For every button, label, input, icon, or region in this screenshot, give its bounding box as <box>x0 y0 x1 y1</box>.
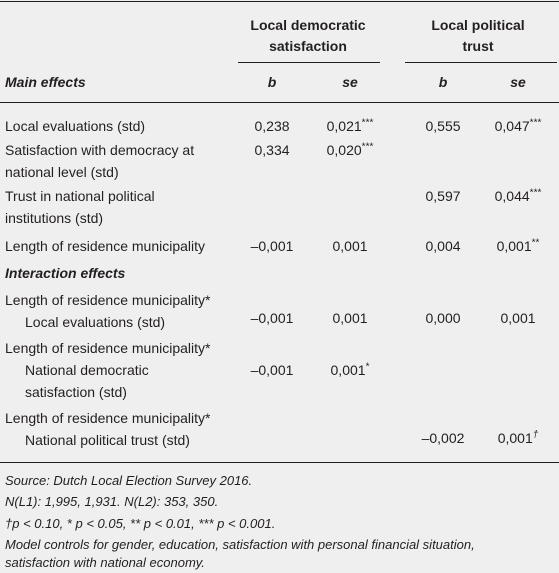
cell-value: –0,001 <box>250 310 294 326</box>
cell-value: 0,597 <box>425 188 461 204</box>
cell-value: 0,021 <box>326 118 362 134</box>
cell: 0,001 <box>500 308 535 328</box>
group-rule <box>405 62 557 63</box>
column-header: se <box>342 74 358 90</box>
group-header: satisfaction <box>269 38 347 54</box>
cell-value: 0,001 <box>330 362 366 378</box>
cell: 0,021*** <box>327 116 374 136</box>
section-heading: Main effects <box>5 74 86 90</box>
cell-value: 0,001 <box>332 310 368 326</box>
note: satisfaction with national economy. <box>5 555 205 570</box>
cell: 0,001† <box>498 428 539 448</box>
header-rule <box>0 102 559 103</box>
significance: * <box>365 361 370 373</box>
note: †p < 0.10, * p < 0.05, ** p < 0.01, *** … <box>5 516 276 531</box>
cell: 0,020*** <box>327 140 374 160</box>
row-label: Length of residence municipality <box>5 238 206 254</box>
cell: 0,000 <box>425 308 460 328</box>
cell-value: 0,238 <box>254 118 290 134</box>
row-label: Length of residence municipality* <box>5 292 211 308</box>
cell-value: 0,001 <box>332 238 368 254</box>
cell-value: 0,001 <box>500 310 536 326</box>
group-header: trust <box>462 38 494 54</box>
row-label: National democratic <box>25 362 149 378</box>
cell: 0,001** <box>497 236 540 256</box>
row-label: Local evaluations (std) <box>25 314 166 330</box>
row-label: national level (std) <box>5 164 119 180</box>
cell: 0,001* <box>331 360 370 380</box>
note: Source: Dutch Local Election Survey 2016… <box>5 473 253 488</box>
row-label: National political trust (std) <box>25 432 190 448</box>
cell: 0,044*** <box>495 186 542 206</box>
column-header: b <box>267 74 277 90</box>
cell: –0,001 <box>251 360 294 380</box>
cell: 0,004 <box>425 236 460 256</box>
cell-value: 0,020 <box>326 142 362 158</box>
row-label: Trust in national political <box>5 188 155 204</box>
cell: –0,001 <box>251 236 294 256</box>
top-rule <box>0 1 559 2</box>
row-label: satisfaction (std) <box>25 384 127 400</box>
note: Model controls for gender, education, sa… <box>5 537 475 552</box>
cell-value: –0,001 <box>250 238 294 254</box>
cell-value: 0,555 <box>425 118 461 134</box>
note: N(L1): 1,995, 1,931. N(L2): 353, 350. <box>5 494 219 509</box>
cell: 0,597 <box>425 186 460 206</box>
cell: –0,001 <box>251 308 294 328</box>
significance: *** <box>361 141 374 153</box>
row-label: Local evaluations (std) <box>5 118 146 134</box>
cell: –0,002 <box>422 428 465 448</box>
cell-value: –0,001 <box>250 362 294 378</box>
bottom-rule <box>0 462 559 463</box>
column-header: b <box>438 74 448 90</box>
cell: 0,047*** <box>495 116 542 136</box>
cell-value: 0,044 <box>494 188 530 204</box>
significance: *** <box>361 117 374 129</box>
significance: *** <box>529 117 542 129</box>
group-header: Local democratic <box>250 17 366 33</box>
cell-value: 0,004 <box>425 238 461 254</box>
significance: ** <box>531 237 540 249</box>
cell-value: 0,334 <box>254 142 290 158</box>
group-header: Local political <box>431 17 525 33</box>
row-label: Length of residence municipality* <box>5 340 211 356</box>
cell: 0,334 <box>254 140 289 160</box>
cell: 0,001 <box>332 236 367 256</box>
cell: 0,555 <box>425 116 460 136</box>
cell-value: –0,002 <box>421 430 465 446</box>
cell: 0,001 <box>332 308 367 328</box>
significance: *** <box>529 187 542 199</box>
column-header: se <box>510 74 526 90</box>
row-label: Length of residence municipality* <box>5 410 211 426</box>
cell-value: 0,000 <box>425 310 461 326</box>
cell-value: 0,001 <box>497 430 533 446</box>
cell-value: 0,047 <box>494 118 530 134</box>
significance: † <box>532 429 539 441</box>
section-heading: Interaction effects <box>5 265 126 281</box>
cell-value: 0,001 <box>496 238 532 254</box>
row-label: Satisfaction with democracy at <box>5 142 195 158</box>
row-label: institutions (std) <box>5 210 104 226</box>
cell: 0,238 <box>254 116 289 136</box>
group-rule <box>238 62 380 63</box>
